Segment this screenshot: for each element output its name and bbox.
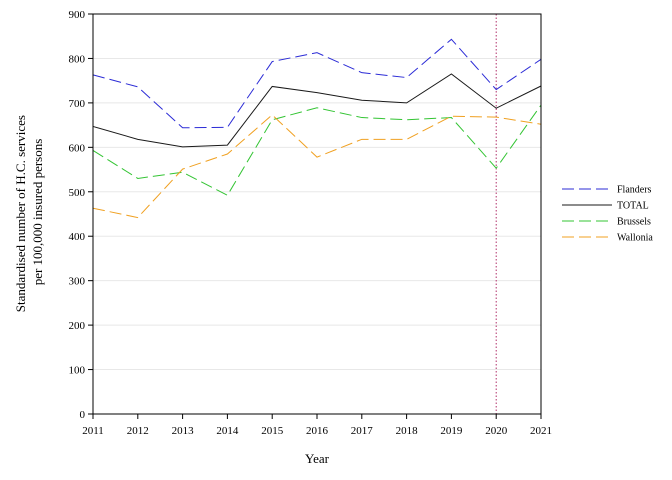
- series-line-brussels: [92, 104, 542, 196]
- y-axis: 0 100 200 300 400 500 600 700 800 900: [69, 9, 93, 421]
- x-tick-label: 2012: [127, 425, 149, 437]
- x-tick-label: 2020: [485, 425, 508, 437]
- series-line-flanders: [92, 38, 542, 129]
- legend-label-wallonia: Wallonia: [617, 233, 653, 244]
- y-tick-label: 0: [80, 409, 86, 421]
- y-axis-title-line-1: Standardised number of H.C. services: [13, 115, 28, 312]
- x-tick-label: 2021: [530, 425, 552, 437]
- y-axis-title: Standardised number of H.C. services per…: [13, 112, 45, 312]
- x-axis-title: Year: [305, 451, 330, 466]
- y-tick-label: 900: [69, 9, 86, 21]
- y-tick-label: 300: [69, 276, 86, 288]
- plot-frame: [92, 13, 542, 415]
- series-line-wallonia: [92, 114, 542, 219]
- x-tick-label: 2018: [396, 425, 419, 437]
- legend-label-flanders: Flanders: [617, 185, 652, 196]
- y-tick-label: 200: [69, 320, 86, 332]
- series-line-total: [92, 73, 542, 148]
- y-axis-title-line-2: per 100,000 insured persons: [30, 139, 45, 286]
- y-tick-label: 400: [69, 231, 86, 243]
- legend-label-total: TOTAL: [617, 201, 649, 212]
- y-tick-label: 700: [69, 98, 86, 110]
- x-tick-label: 2013: [172, 425, 195, 437]
- y-tick-label: 800: [69, 53, 86, 65]
- legend-label-brussels: Brussels: [617, 217, 651, 228]
- x-tick-label: 2014: [216, 425, 239, 437]
- series-lines: [92, 38, 542, 219]
- x-tick-label: 2019: [440, 425, 463, 437]
- x-tick-label: 2015: [261, 425, 284, 437]
- y-tick-label: 100: [69, 365, 86, 377]
- y-tick-label: 600: [69, 142, 86, 154]
- gridlines: [93, 57, 541, 371]
- x-axis: 2011 2012 2013 2014 2015 2016 2017 2018 2019 2020…: [82, 414, 552, 437]
- x-tick-label: 2016: [306, 425, 329, 437]
- x-tick-label: 2011: [82, 425, 104, 437]
- y-tick-label: 500: [69, 187, 86, 199]
- legend: Flanders TOTAL Brussels Wallonia: [562, 185, 653, 244]
- x-tick-label: 2017: [351, 425, 374, 437]
